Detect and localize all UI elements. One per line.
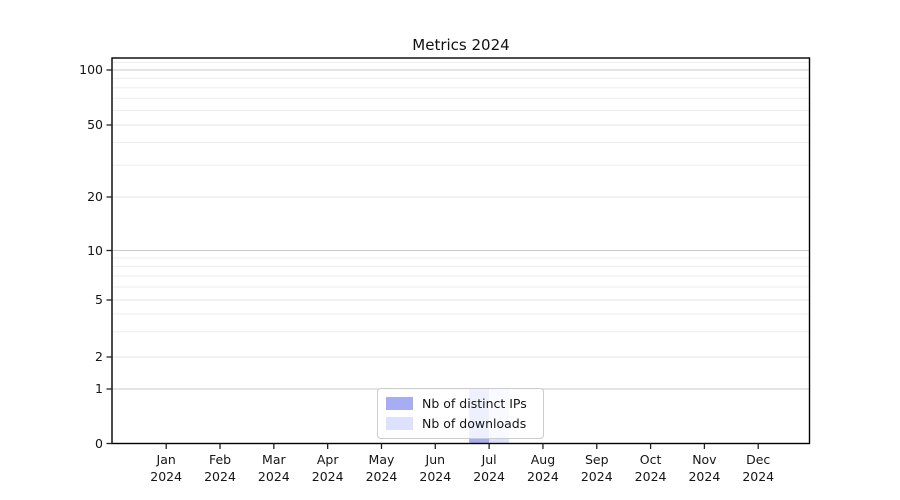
x-tick-label: Feb 2024 (185, 451, 255, 485)
x-tick-label: Oct 2024 (616, 451, 686, 485)
y-tick-label: 5 (95, 292, 103, 307)
x-tick-year: 2024 (150, 469, 183, 484)
x-tick-month: Jul (481, 452, 497, 467)
x-tick-year: 2024 (688, 469, 721, 484)
x-tick-year: 2024 (365, 469, 398, 484)
x-tick-label: Sep 2024 (562, 451, 632, 485)
x-tick-month: May (368, 452, 395, 467)
legend-label-distinct-ips: Nb of distinct IPs (422, 396, 527, 411)
x-tick-month: Oct (639, 452, 662, 467)
x-tick-month: Feb (208, 452, 232, 467)
y-tick-label: 50 (87, 117, 103, 132)
x-tick-year: 2024 (634, 469, 667, 484)
x-tick-year: 2024 (419, 469, 452, 484)
x-tick-label: Dec 2024 (723, 451, 793, 485)
x-tick-year: 2024 (204, 469, 236, 484)
x-tick-label: May 2024 (346, 451, 416, 485)
x-tick-month: Mar (262, 452, 286, 467)
x-tick-month: Jan (156, 452, 176, 467)
x-tick-month: Dec (746, 452, 771, 467)
x-tick-label: Jan 2024 (131, 451, 201, 485)
x-tick-year: 2024 (527, 469, 559, 484)
x-tick-month: Jun (425, 452, 446, 467)
y-tick-label: 20 (87, 189, 103, 204)
x-tick-month: Apr (316, 452, 339, 467)
x-tick-label: Aug 2024 (508, 451, 578, 485)
legend-row-distinct-ips: Nb of distinct IPs (386, 396, 534, 411)
legend-swatch-downloads (386, 417, 413, 430)
x-tick-label: Apr 2024 (293, 451, 363, 485)
x-tick-label: Mar 2024 (239, 451, 309, 485)
y-tick-label: 10 (87, 242, 103, 258)
x-tick-month: Aug (530, 452, 556, 467)
x-tick-year: 2024 (473, 469, 506, 484)
x-tick-month: Nov (692, 452, 717, 467)
x-tick-year: 2024 (742, 469, 775, 484)
x-tick-year: 2024 (580, 469, 613, 484)
y-tick-label: 1 (95, 381, 103, 396)
x-tick-label: Nov 2024 (669, 451, 739, 485)
x-tick-year: 2024 (311, 469, 344, 484)
y-tick-label: 100 (79, 62, 103, 77)
legend-row-downloads: Nb of downloads (386, 416, 534, 431)
y-tick-label: 0 (95, 435, 103, 451)
legend-label-downloads: Nb of downloads (422, 416, 527, 431)
x-tick-month: Sep (584, 452, 609, 467)
x-tick-label: Jul 2024 (454, 451, 524, 485)
x-tick-year: 2024 (257, 469, 290, 484)
legend-swatch-distinct-ips (386, 397, 413, 410)
chart-title: Metrics 2024 (412, 36, 510, 54)
y-tick-label: 2 (95, 349, 103, 364)
x-tick-label: Jun 2024 (400, 451, 470, 485)
legend-box: Nb of distinct IPs Nb of downloads (377, 388, 544, 439)
